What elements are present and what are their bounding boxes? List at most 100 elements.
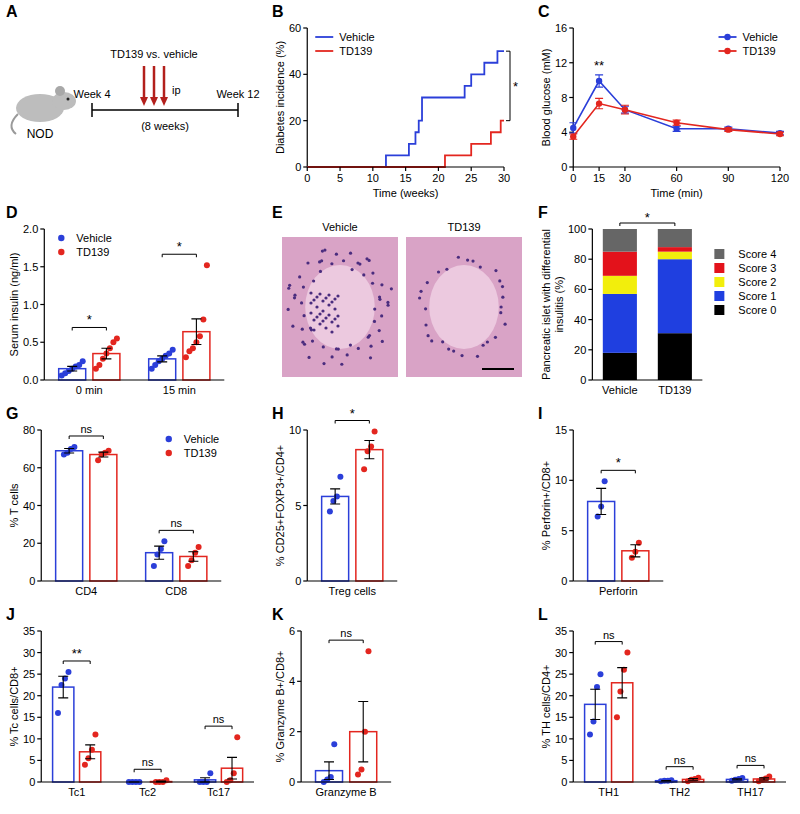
y-tick [37,652,41,653]
error-bar [759,778,769,780]
y-tick-label: 0 [580,374,586,386]
marks [56,444,207,581]
nucleus [336,324,339,327]
nucleus [307,356,310,359]
y-tick-label: 1.0 [23,299,38,311]
y-tick [40,304,44,305]
x-tick-label: TD139 [658,384,691,396]
y-tick [37,717,41,718]
nucleus [309,291,312,294]
y-tick-label: 6 [289,625,295,637]
x-tick [503,167,504,171]
error-bar [67,366,77,371]
x-axis-title: Time (min) [651,187,703,199]
y-axis-title: Blood glucose (mM) [540,49,552,147]
nucleus [358,262,361,265]
y-tick [569,738,573,739]
marks [53,669,243,785]
nucleus [500,305,503,308]
nucleus [312,279,315,282]
legend-label: TD139 [76,246,109,258]
nucleus [494,336,497,339]
y-tick-label: 10 [555,474,567,486]
y-tick [588,259,592,260]
nucleus [371,282,374,285]
panel-label: J [6,606,15,623]
y-axis-line [573,631,574,782]
y-tick-label: 20 [574,344,586,356]
nucleus [330,320,333,323]
x-tick-label: TH2 [669,786,690,798]
y-tick-label: 15 [555,424,567,436]
stack-segment [603,353,637,380]
x-tick-label: Tc17 [207,786,230,798]
nucleus [441,340,444,343]
error-bar [364,441,374,459]
error-bar [358,701,368,761]
x-tick-label: 30 [498,172,510,184]
nucleus [301,341,304,344]
panel: G% T cells020406080CD4CD8nsnsVehicleTD13… [6,405,221,597]
data-point [170,347,176,353]
timeline-tick [91,103,93,117]
y-tick [37,467,41,468]
nucleus [324,296,327,299]
stack-segment [603,294,637,353]
y-tick-label: 15 [555,711,567,723]
timeline [92,109,238,111]
data-point [614,714,620,720]
error-bar [673,120,681,125]
nucleus [309,311,312,314]
nucleus [322,362,325,365]
y-tick [297,630,301,631]
data-point [327,509,333,515]
error-bar [227,757,237,779]
legend-label: Vehicle [339,31,374,43]
nucleus [321,309,324,312]
injection-arrowhead [150,97,158,106]
nucleus [327,303,330,306]
y-tick-label: 0 [295,161,301,173]
legend-marker [166,436,172,442]
data-point [587,732,593,738]
nucleus [298,275,301,278]
legend-label: Vehicle [76,232,111,244]
x-tick [728,167,729,171]
marker [570,133,576,139]
x-tick-label: 5 [337,172,343,184]
stack-segment [603,229,637,252]
x-tick-label: 0 [304,172,310,184]
y-axis-line [573,430,574,581]
x-axis-title: Time (weeks) [373,187,439,199]
y-tick-label: 35 [555,625,567,637]
y-tick [303,120,307,121]
y-tick-label: 5 [561,525,567,537]
image-label: Vehicle [322,221,357,233]
bar [356,450,383,581]
nucleus [336,294,339,297]
nucleus [479,265,482,268]
legend-swatch [315,50,333,52]
error-bar [569,134,577,139]
y-tick [569,717,573,718]
data-point [602,478,608,484]
y-tick-label: 60 [574,283,586,295]
panel-label: I [538,405,542,422]
x-axis-line [41,781,254,782]
marker [596,100,602,106]
error-bar [595,75,603,87]
data-point [207,770,213,776]
panel: H% CD25+FOXP3+/CD4+0510Treg cells* [272,405,397,597]
marker [622,106,628,112]
y-tick [40,228,44,229]
error-bar [732,779,742,780]
error-bar [64,448,74,453]
legend: VehicleTD139 [719,31,778,57]
marker [725,126,731,132]
x-tick [573,167,574,171]
legend-label: TD139 [339,45,372,57]
nucleus [287,308,290,311]
injection-arrowhead [160,97,168,106]
data-point [358,766,364,772]
bar [322,496,349,581]
